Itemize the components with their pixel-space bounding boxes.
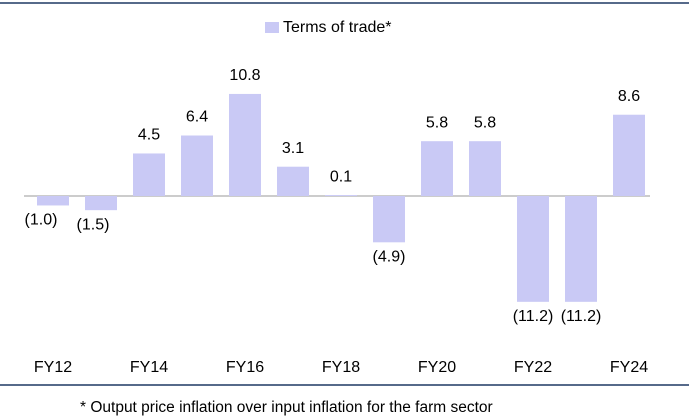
data-label: 5.8	[426, 114, 448, 131]
data-label: (11.2)	[561, 308, 602, 325]
data-label: (4.9)	[373, 249, 406, 266]
data-label: 0.1	[330, 168, 352, 185]
bar	[613, 114, 645, 196]
legend-swatch	[265, 22, 279, 33]
data-label: 4.5	[138, 127, 160, 144]
x-tick-label: FY16	[226, 359, 264, 376]
legend-label: Terms of trade*	[283, 19, 391, 36]
bar	[565, 196, 597, 302]
x-tick-label: FY18	[322, 359, 360, 376]
data-label: 5.8	[474, 114, 496, 131]
data-label: (1.0)	[25, 212, 58, 229]
bar	[37, 196, 69, 206]
bar	[421, 141, 453, 196]
data-label: 6.4	[186, 109, 208, 126]
bar	[133, 153, 165, 196]
x-tick-label: FY12	[34, 359, 72, 376]
bar	[181, 135, 213, 196]
data-label: (11.2)	[513, 308, 554, 325]
data-label: (1.5)	[77, 216, 110, 233]
x-tick-label: FY22	[514, 359, 552, 376]
bar	[229, 93, 261, 196]
bar	[85, 196, 117, 211]
footnote: * Output price inflation over input infl…	[80, 399, 493, 416]
x-tick-label: FY24	[610, 359, 648, 376]
bar	[373, 196, 405, 243]
x-tick-label: FY14	[130, 359, 168, 376]
bar	[325, 195, 357, 196]
data-label: 3.1	[282, 140, 304, 157]
bar	[469, 141, 501, 196]
data-label: 10.8	[229, 67, 260, 84]
bar	[277, 166, 309, 196]
x-tick-label: FY20	[418, 359, 456, 376]
data-label: 8.6	[618, 88, 640, 105]
bar	[517, 196, 549, 302]
